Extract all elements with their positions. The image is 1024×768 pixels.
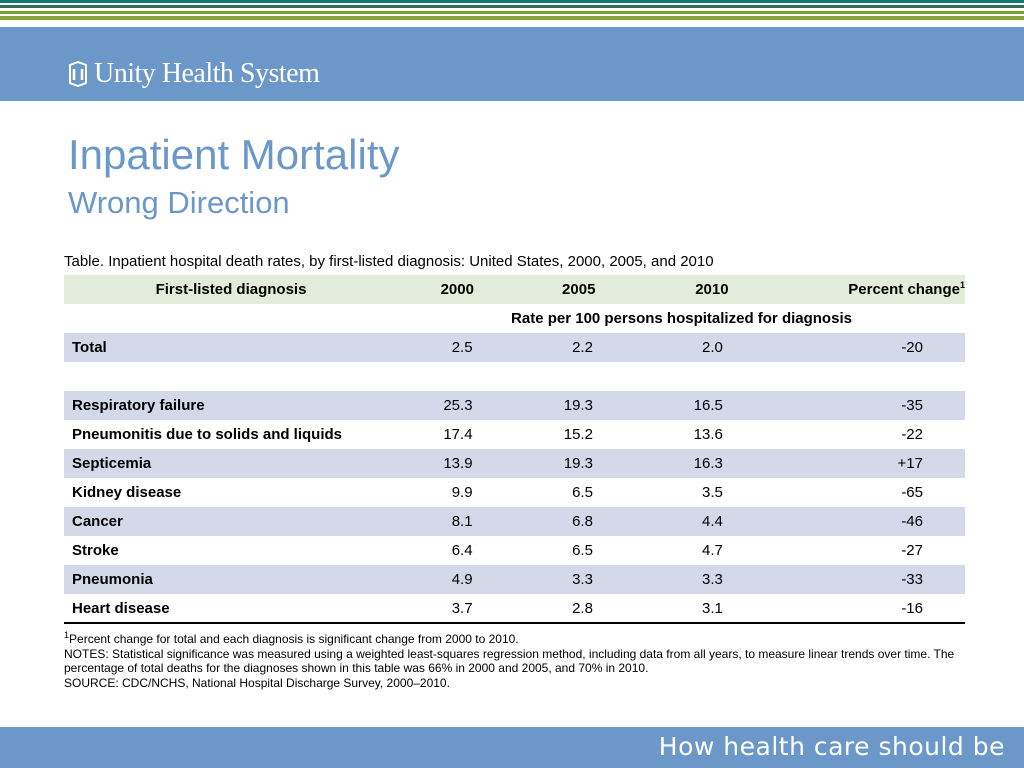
- diagnosis-cell: Pneumonia: [72, 571, 153, 588]
- percent-change-cell: -22: [901, 426, 923, 443]
- diagnosis-cell: Respiratory failure: [72, 397, 205, 414]
- top-stripe-teal: [0, 0, 1024, 3]
- value-2000-cell: 2.5: [451, 339, 473, 356]
- value-2010-cell: 13.6: [693, 426, 723, 443]
- diagnosis-cell: Total: [72, 339, 107, 356]
- header-percent-change-label: Percent change: [848, 281, 960, 298]
- table-header-row: First-listed diagnosis 2000 2005 2010 Pe…: [64, 275, 965, 304]
- unit-label: Rate per 100 persons hospitalized for di…: [511, 310, 852, 327]
- unit-row: Rate per 100 persons hospitalized for di…: [64, 304, 965, 333]
- percent-change-cell: +17: [897, 455, 923, 472]
- value-2010-cell: 16.5: [693, 397, 723, 414]
- value-2005-cell: 2.2: [572, 339, 593, 356]
- diagnosis-cell: Kidney disease: [72, 484, 182, 501]
- header-diagnosis: First-listed diagnosis: [155, 281, 307, 298]
- percent-change-cell: -27: [901, 542, 923, 559]
- unity-logo-icon: [69, 61, 87, 87]
- value-2010-cell: 3.1: [640, 594, 783, 624]
- percent-change-cell: -65: [901, 484, 923, 501]
- value-2010-cell: 3.5: [701, 484, 723, 501]
- header-2010: 2010: [695, 281, 729, 298]
- slide-subtitle: Wrong Direction: [68, 185, 290, 220]
- table-row: Pneumonia 4.9 3.3 3.3 -33: [64, 565, 965, 594]
- value-2010-cell: 4.4: [701, 513, 723, 530]
- value-2005-cell: 2.8: [516, 594, 641, 624]
- percent-change-cell: -16: [782, 594, 965, 624]
- value-2010-cell: 16.3: [693, 455, 723, 472]
- percent-change-cell: -35: [901, 397, 923, 414]
- table-row: Cancer 8.1 6.8 4.4 -46: [64, 507, 965, 536]
- percent-change-cell: -20: [901, 339, 923, 356]
- value-2000-cell: 3.7: [398, 594, 517, 624]
- value-2000-cell: 9.9: [451, 484, 473, 501]
- value-2005-cell: 6.8: [572, 513, 593, 530]
- source-text: SOURCE: CDC/NCHS, National Hospital Disc…: [64, 675, 450, 690]
- value-2000-cell: 4.9: [451, 571, 473, 588]
- value-2000-cell: 6.4: [451, 542, 473, 559]
- brand-name: Unity Health System: [94, 58, 320, 89]
- footnote-marker: 1: [64, 630, 70, 640]
- table-row: Stroke 6.4 6.5 4.7 -27: [64, 536, 965, 565]
- value-2005-cell: 6.5: [572, 542, 593, 559]
- diagnosis-cell: Cancer: [72, 513, 123, 530]
- footer-band: [0, 727, 1024, 768]
- table-row: Heart disease 3.7 2.8 3.1 -16: [64, 594, 965, 624]
- header-band: [0, 27, 1024, 101]
- percent-change-cell: -33: [901, 571, 923, 588]
- top-stripe-olive: [0, 11, 1024, 14]
- slide-title: Inpatient Mortality: [68, 131, 400, 178]
- spacer-row: [64, 362, 965, 391]
- value-2000-cell: 8.1: [451, 513, 473, 530]
- diagnosis-cell: Stroke: [72, 542, 119, 559]
- header-percent-change: Percent change1: [783, 275, 965, 304]
- table-row: Kidney disease 9.9 6.5 3.5 -65: [64, 478, 965, 507]
- value-2005-cell: 3.3: [572, 571, 593, 588]
- value-2000-cell: 25.3: [443, 397, 473, 414]
- diagnosis-cell: Septicemia: [72, 455, 152, 472]
- value-2000-cell: 13.9: [443, 455, 473, 472]
- header-footnote-marker: 1: [959, 280, 965, 290]
- table-row: Pneumonitis due to solids and liquids 17.…: [64, 420, 965, 449]
- notes-text: NOTES: Statistical significance was meas…: [64, 646, 955, 676]
- table-row: Septicemia 13.9 19.3 16.3 +17: [64, 449, 965, 478]
- death-rates-table: First-listed diagnosis 2000 2005 2010 Pe…: [64, 275, 965, 624]
- header-2005: 2005: [562, 281, 596, 298]
- table-row: Respiratory failure 25.3 19.3 16.5 -35: [64, 391, 965, 420]
- value-2010-cell: 3.3: [701, 571, 723, 588]
- header-2000: 2000: [440, 281, 474, 298]
- value-2010-cell: 2.0: [701, 339, 723, 356]
- value-2005-cell: 19.3: [563, 455, 593, 472]
- percent-change-cell: -46: [901, 513, 923, 530]
- table-caption: Table. Inpatient hospital death rates, b…: [64, 253, 714, 270]
- value-2005-cell: 6.5: [572, 484, 593, 501]
- table-notes: 1Percent change for total and each diagn…: [64, 630, 964, 690]
- value-2010-cell: 4.7: [701, 542, 723, 559]
- top-stripe-green: [0, 5, 1024, 8]
- brand-logo: Unity Health System: [68, 58, 320, 90]
- diagnosis-cell: Pneumonitis due to solids and liquids: [72, 426, 343, 443]
- table-row-total: Total 2.5 2.2 2.0 -20: [64, 333, 965, 362]
- footnote: 1Percent change for total and each diagn…: [64, 630, 964, 647]
- value-2005-cell: 15.2: [563, 426, 593, 443]
- value-2005-cell: 19.3: [563, 397, 593, 414]
- footnote-text: Percent change for total and each diagno…: [69, 632, 519, 646]
- top-stripe-lime: [0, 16, 1024, 20]
- value-2000-cell: 17.4: [443, 426, 473, 443]
- diagnosis-cell: Heart disease: [64, 594, 398, 624]
- brand-tagline: How health care should be: [658, 732, 1005, 761]
